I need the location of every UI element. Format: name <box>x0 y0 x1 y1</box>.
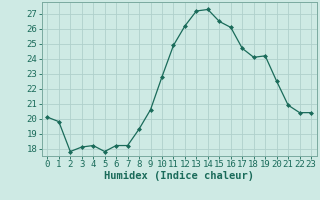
X-axis label: Humidex (Indice chaleur): Humidex (Indice chaleur) <box>104 171 254 181</box>
